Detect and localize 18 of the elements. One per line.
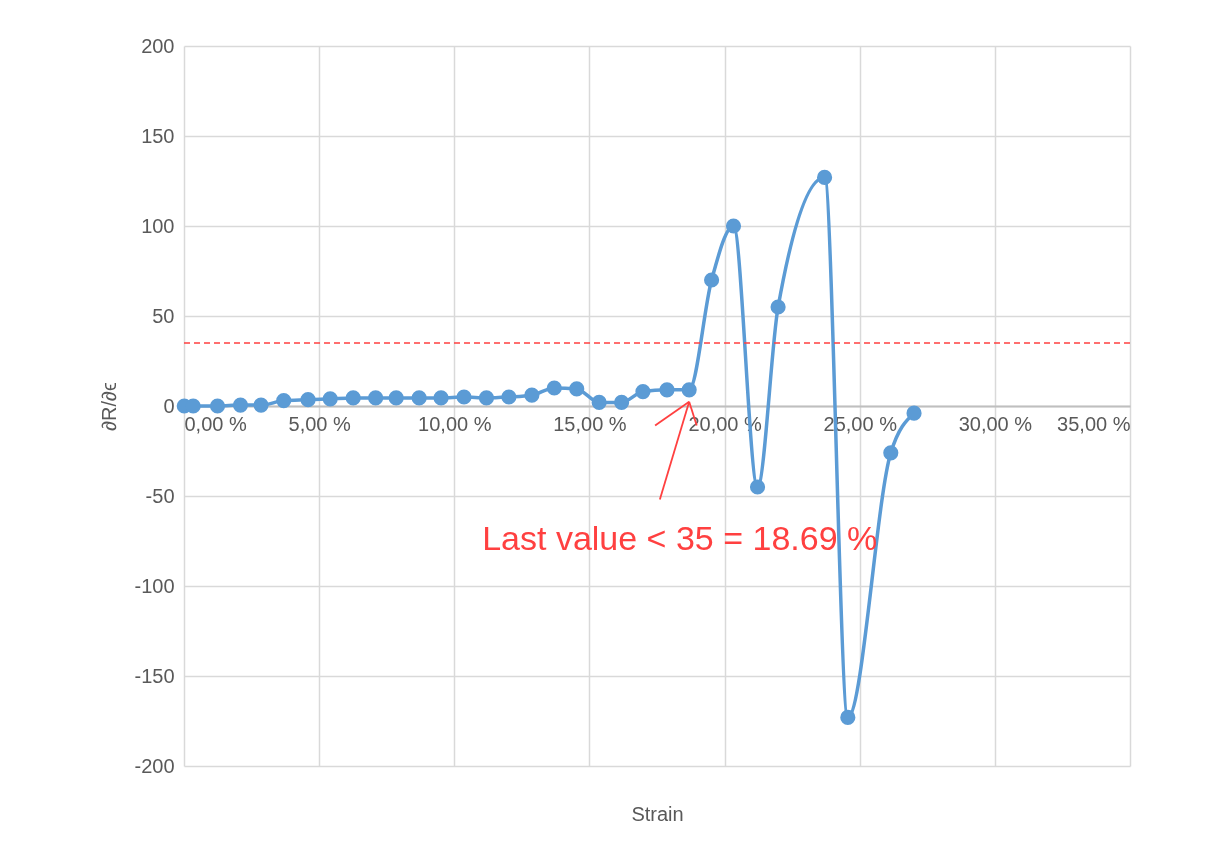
x-tick-label: 35,00 %	[1057, 412, 1131, 435]
y-tick-label: -100	[134, 574, 175, 597]
x-tick-label: 15,00 %	[553, 412, 627, 435]
x-tick-label: 5,00 %	[288, 412, 351, 435]
y-tick-label: 0	[163, 394, 175, 417]
y-tick-label: 200	[141, 34, 175, 57]
x-tick-label: 0,00 %	[184, 412, 247, 435]
y-tick-label: -50	[145, 484, 175, 507]
annotation: Last value < 35 = 18.69 %	[482, 518, 878, 557]
y-tick-label: 150	[141, 124, 175, 147]
y-tick-label: 50	[152, 304, 175, 327]
y-axis-title: ∂R/∂ϵ	[98, 382, 121, 431]
x-tick-label: 30,00 %	[958, 412, 1033, 435]
y-tick-label: 100	[141, 214, 175, 237]
x-tick-label: 10,00 %	[418, 412, 492, 435]
y-tick-label: -150	[134, 664, 175, 687]
y-tick-label: -200	[134, 754, 175, 777]
x-axis-title: Strain	[631, 802, 684, 825]
